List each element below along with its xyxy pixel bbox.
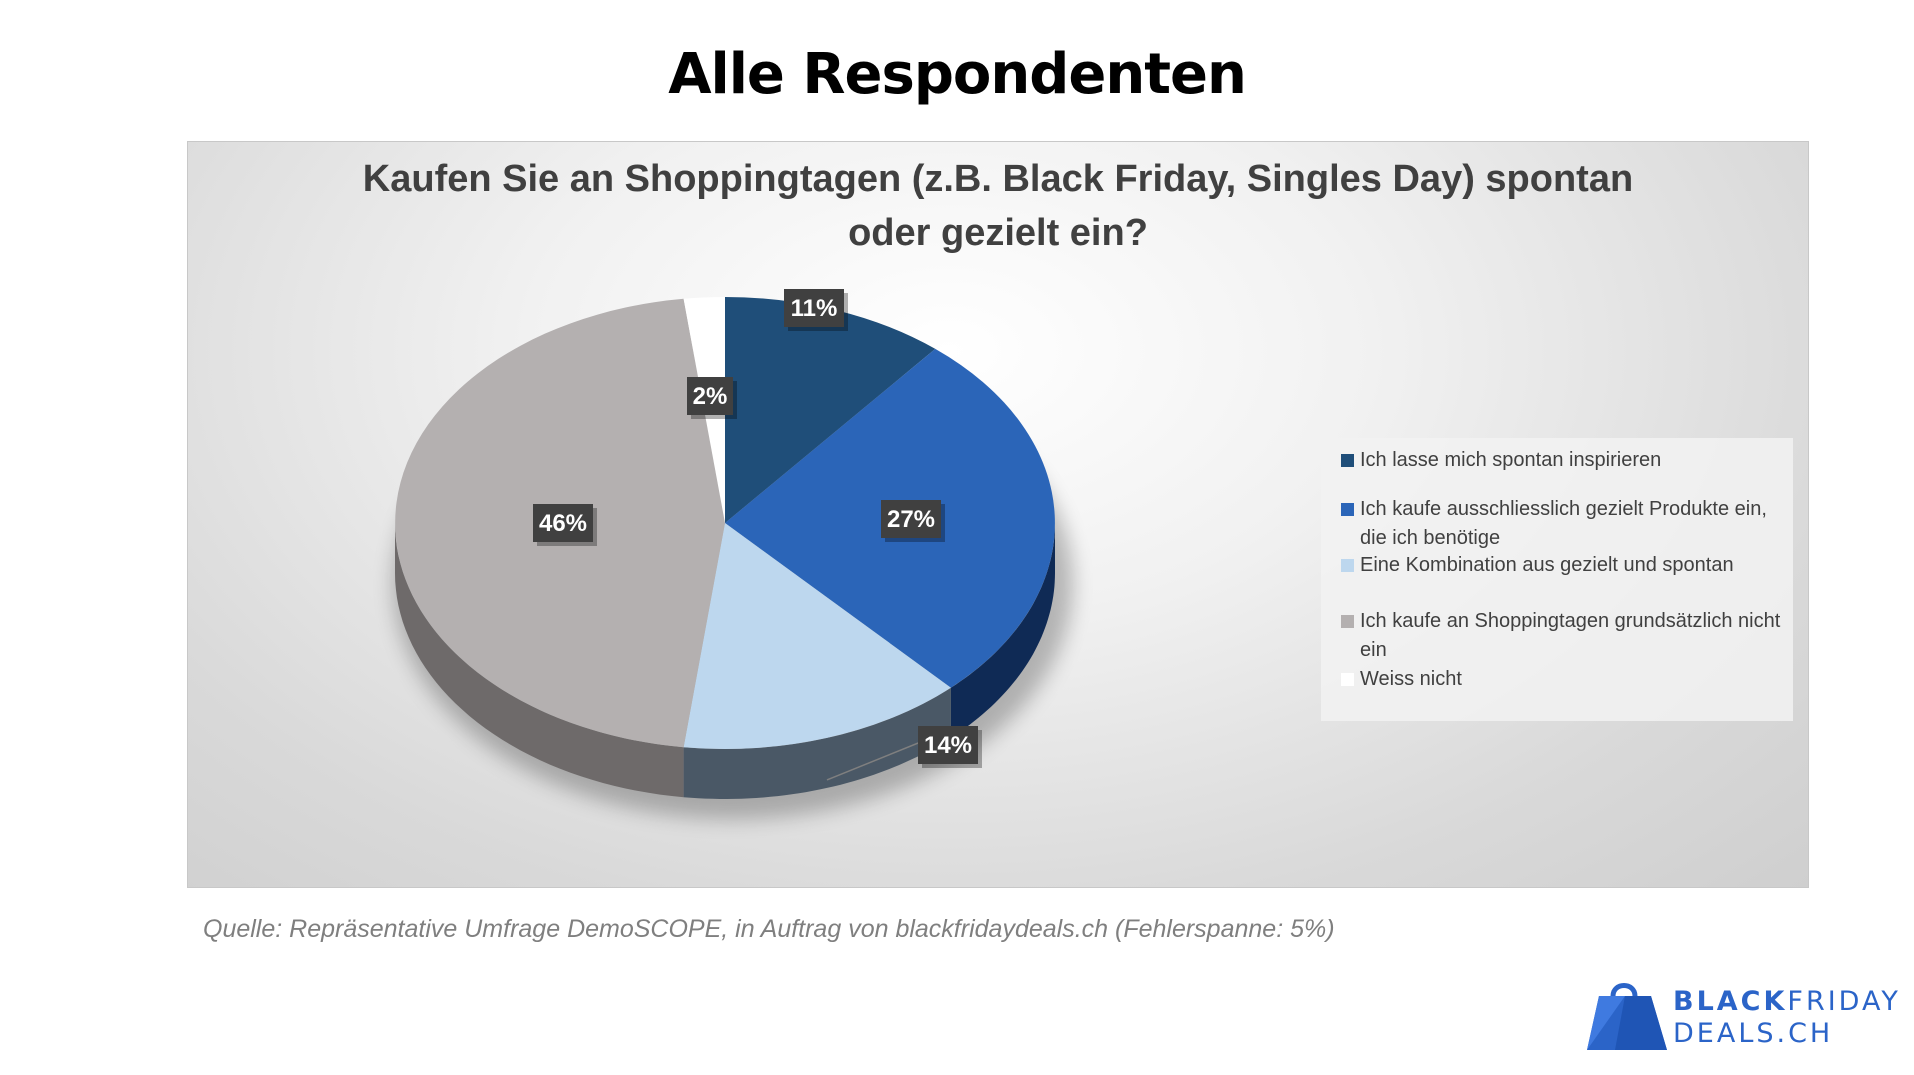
logo-text-line-2: DEALS.CH [1673,1018,1834,1049]
data-label-box-3 [918,726,978,764]
legend-label-1: Ich lasse mich spontan inspirieren [1360,449,1662,471]
legend: Ich lasse mich spontan inspirieren Ich ka… [1321,438,1793,721]
data-label-4: 46% [539,510,587,537]
legend-label-3: Eine Kombination aus gezielt und spontan [1360,554,1734,576]
data-label-box-4 [533,504,593,542]
logo-word-friday: FRIDAY [1787,986,1901,1017]
chart-title: Kaufen Sie an Shoppingtagen (z.B. Black … [188,152,1808,260]
data-label-1: 11% [791,295,838,322]
data-label-box-2 [881,500,941,538]
chart-panel: 11% 27% 14% 46% 2% Kaufen Sie an Shoppingtag… [187,141,1809,888]
legend-label-2: Ich kaufe ausschliesslich gezielt Produk… [1360,498,1767,549]
page-heading: Alle Respondenten [668,42,1247,107]
legend-item-1: Ich lasse mich spontan inspirieren [1341,446,1781,475]
chart-title-line-2: oder gezielt ein? [848,212,1148,254]
pie-chart: 11% 27% 14% 46% 2% [393,289,1073,819]
pie-slice-side-4 [395,523,684,798]
source-note: Quelle: Repräsentative Umfrage DemoSCOPE… [203,915,1335,943]
legend-swatch-1 [1341,454,1354,467]
legend-swatch-4 [1341,615,1354,628]
legend-item-5: Weiss nicht [1341,665,1781,694]
data-label-5: 2% [693,383,728,410]
legend-item-3: Eine Kombination aus gezielt und spontan [1341,551,1781,580]
legend-label-4: Ich kaufe an Shoppingtagen grundsätzlich… [1360,610,1781,661]
data-label-box-1 [784,289,844,327]
shopping-bag-icon [1587,983,1667,1050]
data-label-box-5 [687,377,733,415]
logo-word-black: BLACK [1673,986,1788,1017]
logo-text-line-1: BLACKFRIDAY [1673,986,1901,1017]
legend-item-4: Ich kaufe an Shoppingtagen grundsätzlich… [1341,607,1781,665]
legend-item-2: Ich kaufe ausschliesslich gezielt Produk… [1341,495,1781,553]
legend-swatch-5 [1341,673,1354,686]
pie-slice-3 [683,523,951,749]
blackfridaydeals-logo: BLACKFRIDAY DEALS.CH [1585,978,1898,1053]
legend-swatch-3 [1341,559,1354,572]
data-label-2: 27% [887,506,935,533]
pie-slice-side-2 [950,523,1055,738]
pie-slice-side-3 [683,687,951,799]
legend-swatch-2 [1341,503,1354,516]
chart-title-line-1: Kaufen Sie an Shoppingtagen (z.B. Black … [362,158,1634,200]
data-label-3: 14% [924,732,972,759]
pie-slice-1 [725,297,936,523]
legend-label-5: Weiss nicht [1360,668,1462,690]
